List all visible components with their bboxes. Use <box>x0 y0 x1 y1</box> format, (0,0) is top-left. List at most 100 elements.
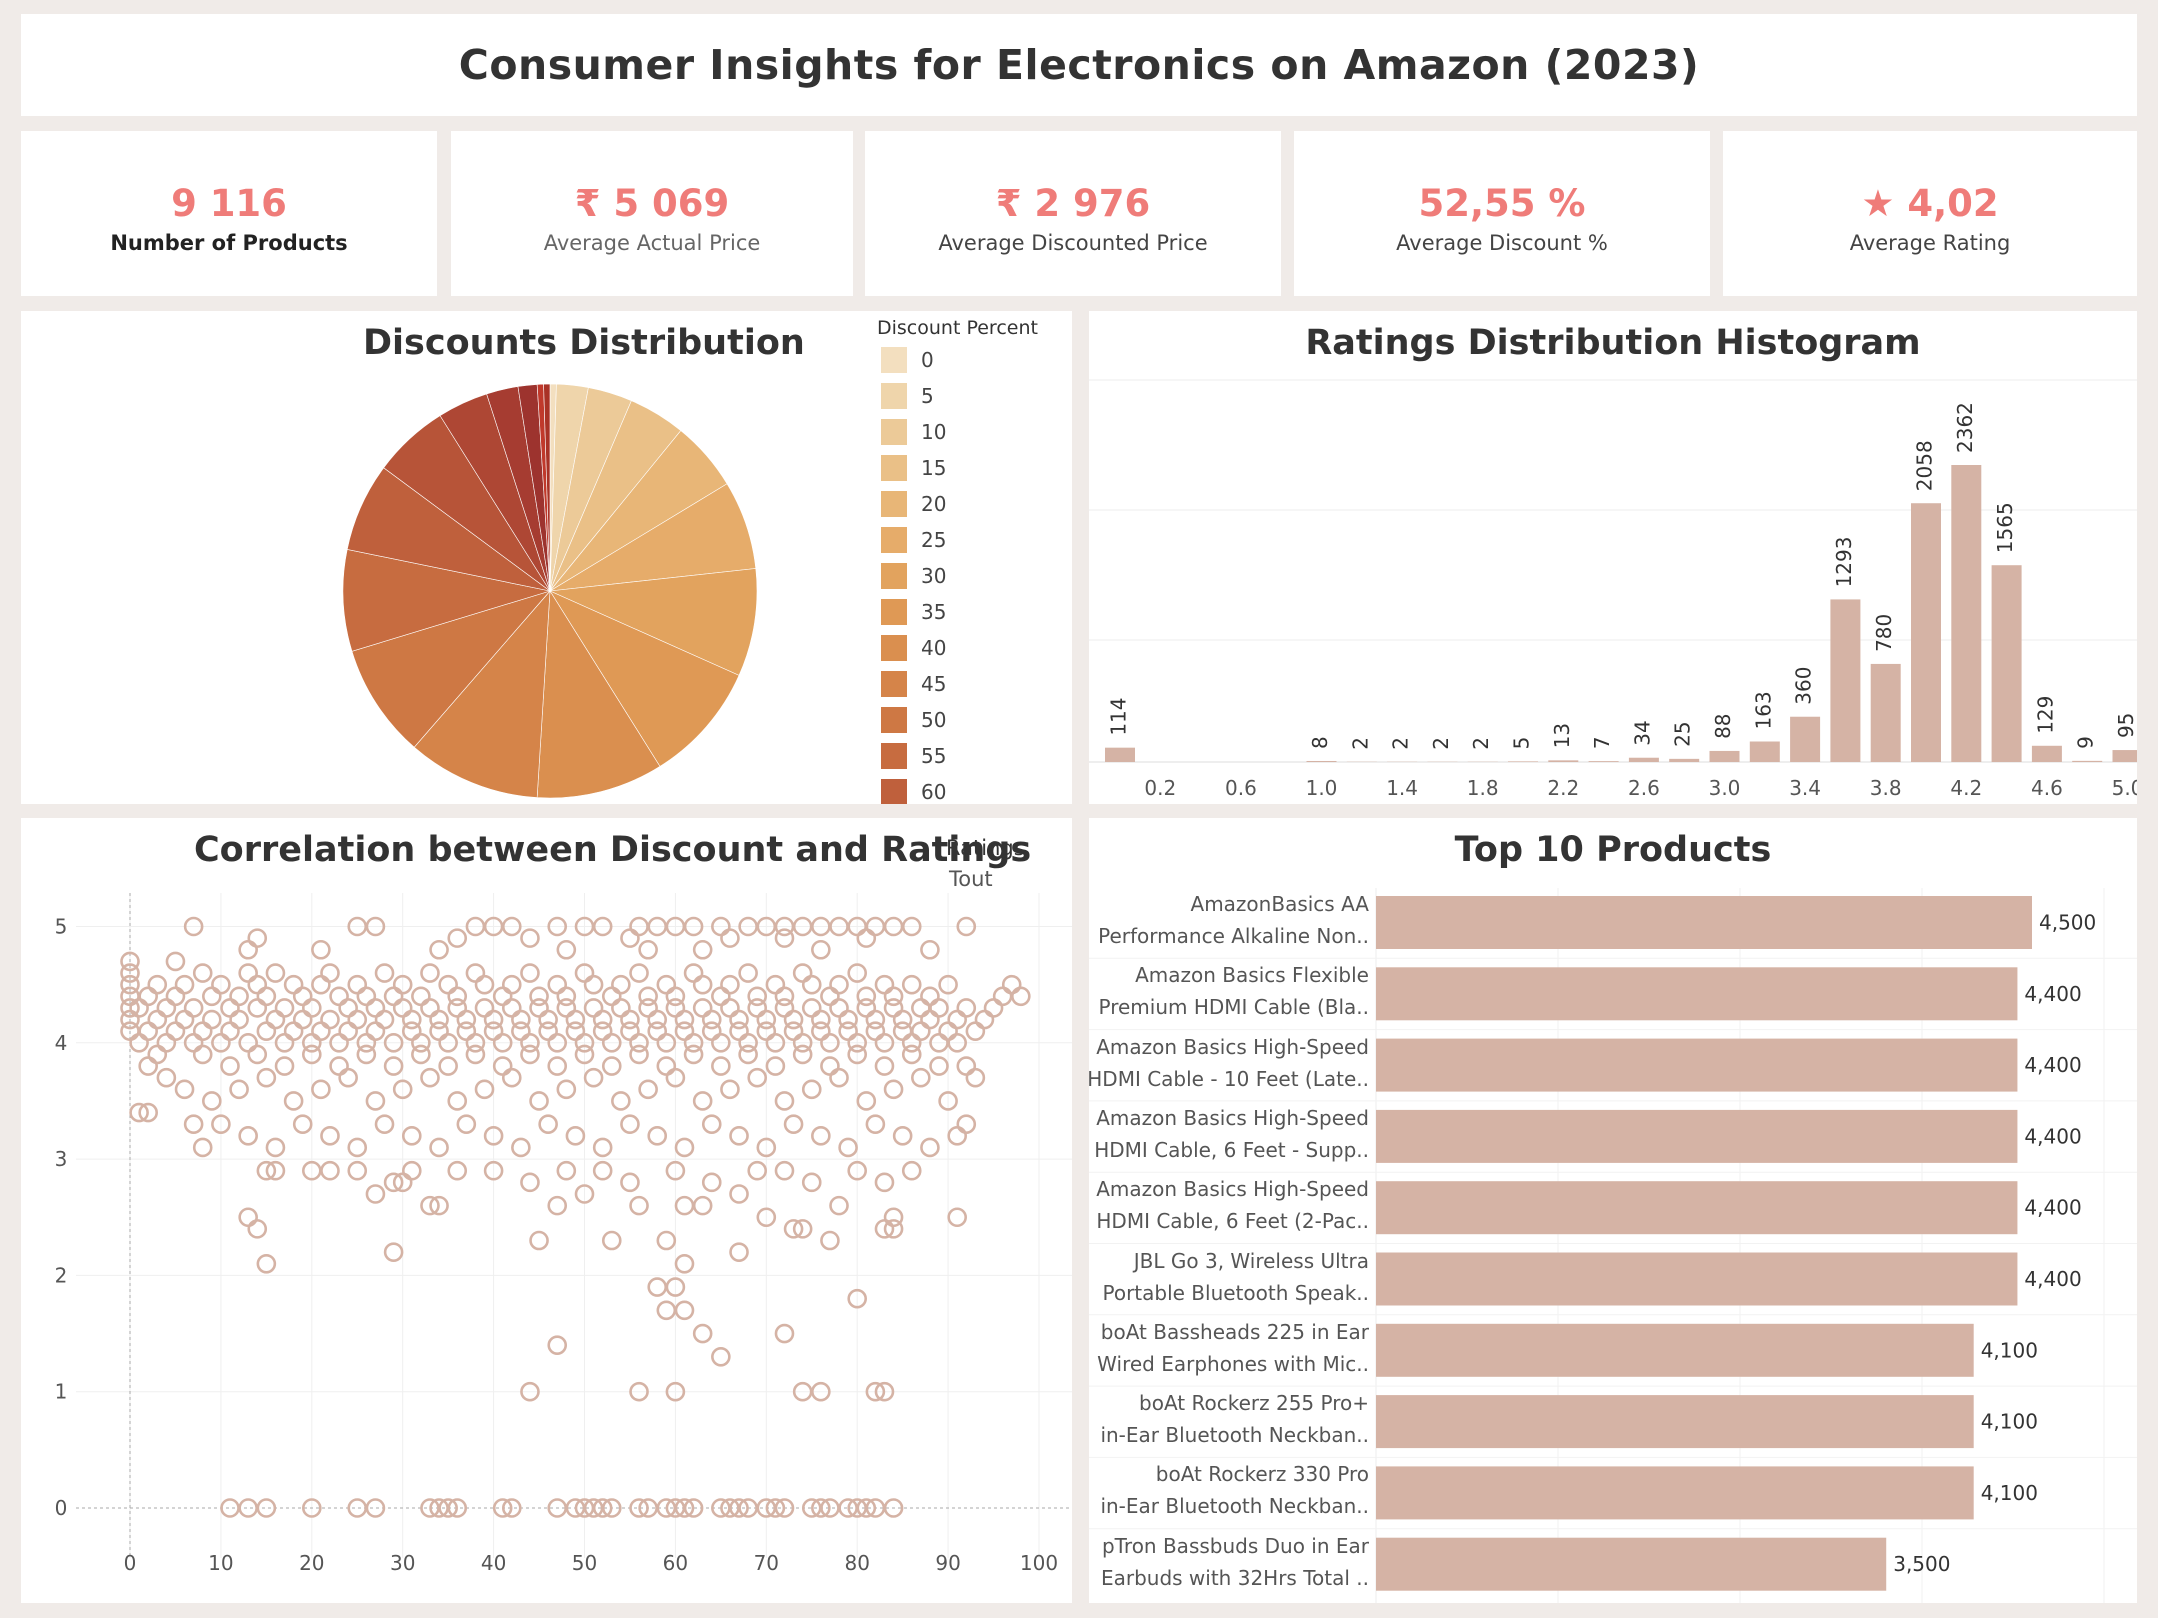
scatter-point[interactable] <box>683 1033 704 1053</box>
scatter-point[interactable] <box>120 951 140 972</box>
scatter-point[interactable] <box>820 1056 840 1076</box>
scatter-point[interactable] <box>147 1009 168 1030</box>
pie-legend-item[interactable]: 60 <box>881 779 946 804</box>
scatter-point[interactable] <box>202 986 222 1007</box>
scatter-point[interactable] <box>447 1160 468 1181</box>
scatter-point[interactable] <box>220 1021 240 1041</box>
scatter-point[interactable] <box>820 1230 840 1251</box>
scatter-point[interactable] <box>420 1067 440 1088</box>
scatter-point[interactable] <box>529 1091 549 1111</box>
scatter-point[interactable] <box>665 1067 686 1088</box>
scatter-point[interactable] <box>165 1021 186 1041</box>
scatter-point[interactable] <box>365 1091 386 1111</box>
scatter-point[interactable] <box>338 998 358 1018</box>
scatter-point[interactable] <box>901 916 922 937</box>
scatter-point[interactable] <box>701 1172 722 1193</box>
scatter-point[interactable] <box>656 1056 677 1076</box>
scatter-point[interactable] <box>756 1207 777 1228</box>
scatter-point[interactable] <box>801 974 822 995</box>
scatter-point[interactable] <box>320 963 340 983</box>
scatter-point[interactable] <box>720 998 740 1018</box>
scatter-point[interactable] <box>592 1137 613 1158</box>
scatter-point[interactable] <box>701 1009 722 1030</box>
scatter-point[interactable] <box>674 1253 695 1274</box>
scatter-point[interactable] <box>483 1160 504 1181</box>
scatter-point[interactable] <box>383 1056 404 1076</box>
scatter-point[interactable] <box>429 939 449 960</box>
scatter-point[interactable] <box>447 1091 468 1111</box>
histogram-bar[interactable] <box>2031 745 2062 762</box>
pie-legend-item[interactable]: 55 <box>881 743 946 769</box>
scatter-point[interactable] <box>829 974 849 995</box>
scatter-point[interactable] <box>301 998 322 1018</box>
scatter-point[interactable] <box>674 1195 695 1216</box>
product-bar[interactable] <box>1376 1537 1887 1591</box>
scatter-point[interactable] <box>656 1033 677 1053</box>
scatter-point[interactable] <box>620 928 640 948</box>
scatter-point[interactable] <box>447 1498 468 1518</box>
scatter-point[interactable] <box>301 1044 322 1065</box>
scatter-point[interactable] <box>865 1114 886 1135</box>
scatter-point[interactable] <box>283 1091 304 1111</box>
scatter-point[interactable] <box>720 974 740 995</box>
scatter-point[interactable] <box>829 1067 849 1088</box>
histogram-bar[interactable] <box>1709 750 1740 762</box>
scatter-point[interactable] <box>547 974 568 995</box>
scatter-point[interactable] <box>874 1172 895 1193</box>
scatter-point[interactable] <box>501 916 522 937</box>
scatter-point[interactable] <box>729 1498 749 1518</box>
pie-legend-item[interactable]: 25 <box>881 527 946 553</box>
scatter-point[interactable] <box>138 986 158 1007</box>
scatter-point[interactable] <box>683 1044 704 1065</box>
scatter-point[interactable] <box>938 1091 958 1111</box>
scatter-point[interactable] <box>511 1137 531 1158</box>
scatter-point[interactable] <box>729 1184 749 1204</box>
scatter-point[interactable] <box>656 1230 677 1251</box>
scatter-point[interactable] <box>202 1009 222 1030</box>
scatter-point[interactable] <box>711 1347 731 1367</box>
scatter-point[interactable] <box>392 974 413 995</box>
scatter-point[interactable] <box>547 1335 568 1355</box>
scatter-point[interactable] <box>283 974 304 995</box>
scatter-point[interactable] <box>247 1044 268 1065</box>
scatter-point[interactable] <box>492 986 513 1007</box>
scatter-point[interactable] <box>429 1195 449 1216</box>
scatter-point[interactable] <box>629 1381 649 1402</box>
scatter-point[interactable] <box>365 1498 386 1518</box>
scatter-point[interactable] <box>1001 974 1022 995</box>
scatter-point[interactable] <box>547 916 568 937</box>
scatter-point[interactable] <box>274 1056 295 1076</box>
scatter-point[interactable] <box>465 963 486 983</box>
scatter-point[interactable] <box>411 986 431 1007</box>
scatter-point[interactable] <box>256 1160 277 1181</box>
scatter-point[interactable] <box>929 1056 949 1076</box>
scatter-point[interactable] <box>520 1033 540 1053</box>
scatter-point[interactable] <box>829 998 849 1018</box>
scatter-point[interactable] <box>765 1056 786 1076</box>
scatter-point[interactable] <box>592 1498 613 1518</box>
scatter-point[interactable] <box>638 1079 658 1100</box>
scatter-point[interactable] <box>292 1009 313 1030</box>
scatter-point[interactable] <box>638 986 658 1007</box>
scatter-point[interactable] <box>356 1044 377 1065</box>
product-bar[interactable] <box>1376 1038 2018 1092</box>
scatter-point[interactable] <box>783 1114 804 1135</box>
scatter-point[interactable] <box>347 1137 368 1158</box>
scatter-point[interactable] <box>874 1381 895 1402</box>
scatter-point[interactable] <box>174 974 195 995</box>
scatter-point[interactable] <box>720 928 740 948</box>
scatter-point[interactable] <box>202 1091 222 1111</box>
scatter-point[interactable] <box>211 1114 231 1135</box>
scatter-point[interactable] <box>365 916 386 937</box>
scatter-point[interactable] <box>429 1009 449 1030</box>
scatter-point[interactable] <box>801 1172 822 1193</box>
scatter-point[interactable] <box>165 951 186 972</box>
scatter-point[interactable] <box>738 1044 758 1065</box>
scatter-point[interactable] <box>456 1009 477 1030</box>
pie-slice-30[interactable] <box>548 568 758 676</box>
scatter-point[interactable] <box>247 928 268 948</box>
scatter-point[interactable] <box>920 1009 940 1030</box>
scatter-point[interactable] <box>256 986 277 1007</box>
scatter-point[interactable] <box>620 1009 640 1030</box>
scatter-point[interactable] <box>238 1207 258 1228</box>
